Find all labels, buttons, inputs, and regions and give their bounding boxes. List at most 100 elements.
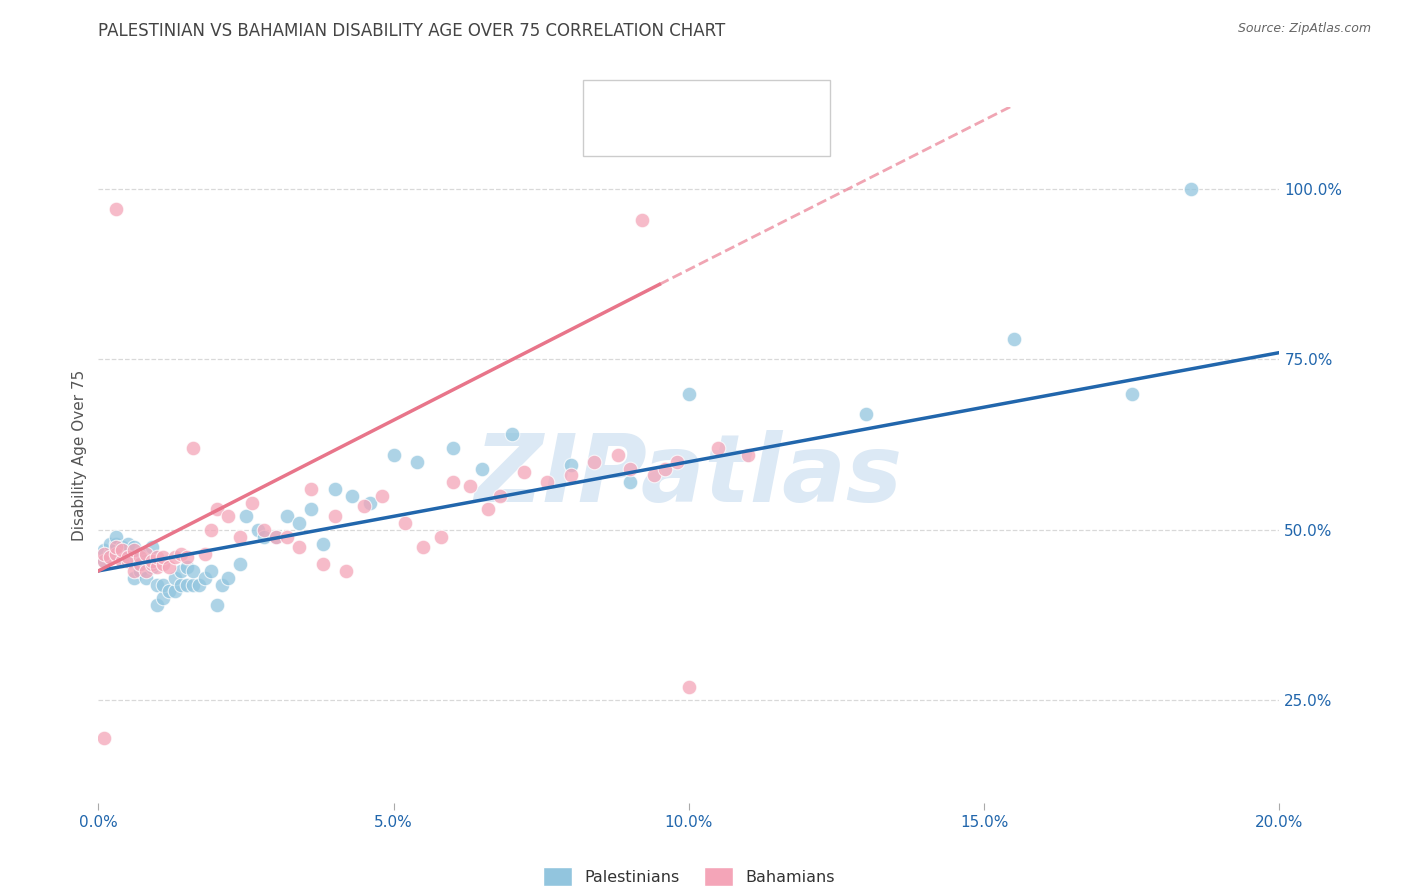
Point [157,560,180,574]
Point [501,427,523,442]
Point [1121,386,1143,401]
Point [146,550,169,565]
Point [128,557,150,571]
Point [105,530,128,544]
Point [128,550,150,565]
Text: R = 0.433   N = 62: R = 0.433 N = 62 [630,120,782,136]
Point [560,468,582,483]
Point [235,509,257,524]
Point [146,598,169,612]
Point [299,502,322,516]
Point [264,530,287,544]
Text: PALESTINIAN VS BAHAMIAN DISABILITY AGE OVER 75 CORRELATION CHART: PALESTINIAN VS BAHAMIAN DISABILITY AGE O… [98,22,725,40]
Point [200,523,222,537]
Point [217,571,239,585]
Point [187,577,209,591]
Point [229,530,252,544]
Point [471,461,494,475]
Point [128,557,150,571]
Point [141,554,163,568]
Point [441,475,464,490]
Point [165,584,187,599]
Point [122,550,145,565]
Point [353,499,375,513]
Point [299,482,322,496]
Point [105,540,128,554]
Point [111,543,134,558]
Point [111,554,134,568]
Point [152,557,174,571]
Point [654,461,676,475]
Point [105,543,128,558]
Point [98,536,121,550]
Point [105,202,128,217]
Point [141,557,163,571]
Text: ZIPatlas: ZIPatlas [475,430,903,522]
Point [253,523,276,537]
Point [135,564,157,578]
Point [111,550,134,565]
Point [512,465,534,479]
Point [217,509,239,524]
Point [141,540,163,554]
Point [117,547,139,561]
Point [489,489,512,503]
Point [122,564,145,578]
Point [737,448,759,462]
Point [165,571,187,585]
Point [1180,182,1202,196]
Point [152,550,174,565]
Point [619,475,641,490]
Point [141,560,163,574]
Point [619,461,641,475]
Point [200,564,222,578]
Point [359,496,381,510]
Point [229,557,252,571]
Point [276,509,298,524]
Point [630,212,652,227]
Point [678,386,700,401]
Text: Source: ZipAtlas.com: Source: ZipAtlas.com [1237,22,1371,36]
Point [342,489,364,503]
Point [181,441,204,455]
Point [128,547,150,561]
Point [194,547,217,561]
Point [93,547,115,561]
Point [412,540,434,554]
Point [1002,332,1025,346]
Point [240,496,263,510]
Point [98,550,121,565]
Point [335,564,357,578]
Point [135,571,157,585]
Point [111,540,134,554]
Point [122,543,145,558]
Point [157,584,180,599]
Point [536,475,558,490]
Point [170,577,193,591]
Point [560,458,582,472]
Point [323,482,346,496]
Point [135,547,157,561]
Point [394,516,416,530]
Point [194,571,217,585]
Point [176,550,198,565]
Point [323,509,346,524]
Point [105,547,128,561]
Point [105,536,128,550]
Point [855,407,877,421]
Point [93,554,115,568]
Point [181,564,204,578]
Point [607,448,630,462]
Point [146,560,169,574]
Point [170,564,193,578]
Point [152,591,174,606]
Point [382,448,405,462]
Point [93,543,115,558]
Point [441,441,464,455]
Point [211,577,233,591]
Point [707,441,730,455]
Point [264,530,287,544]
Point [146,577,169,591]
Point [117,554,139,568]
Point [430,530,453,544]
